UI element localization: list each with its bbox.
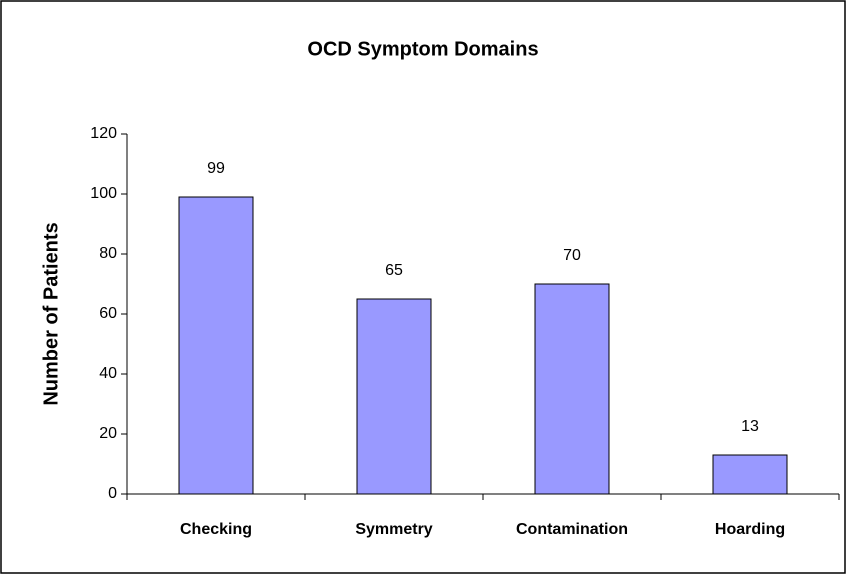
bar <box>356 298 432 495</box>
x-tick-label: Hoarding <box>715 521 785 538</box>
y-tick-label: 0 <box>108 485 117 502</box>
y-tick-label: 40 <box>99 365 117 382</box>
x-tick-label: Contamination <box>516 521 628 538</box>
x-tick-label: Checking <box>180 521 252 538</box>
y-tick-label: 120 <box>90 125 117 142</box>
y-axis-label: Number of Patients <box>40 222 62 405</box>
y-tick-label: 100 <box>90 185 117 202</box>
x-tick-label: Symmetry <box>355 521 432 538</box>
bar <box>534 283 610 495</box>
y-tick-label: 20 <box>99 425 117 442</box>
bar <box>178 196 254 495</box>
data-label: 13 <box>741 418 759 435</box>
data-label: 70 <box>563 247 581 264</box>
bar <box>712 454 788 495</box>
data-label: 99 <box>207 160 225 177</box>
y-tick-label: 60 <box>99 305 117 322</box>
data-label: 65 <box>385 262 403 279</box>
y-tick-label: 80 <box>99 245 117 262</box>
chart-title: OCD Symptom Domains <box>307 38 538 60</box>
